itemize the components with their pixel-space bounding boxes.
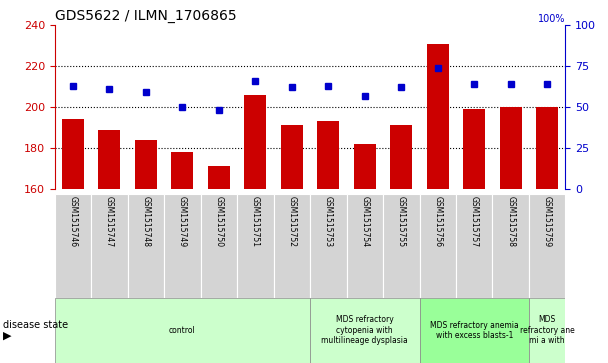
Bar xyxy=(463,109,485,189)
Bar xyxy=(492,194,529,298)
Bar xyxy=(310,298,420,363)
Bar xyxy=(354,144,376,189)
Text: control: control xyxy=(169,326,196,335)
Bar xyxy=(536,107,558,189)
Text: GSM1515759: GSM1515759 xyxy=(543,196,551,248)
Bar xyxy=(420,298,529,363)
Bar xyxy=(62,119,84,189)
Bar xyxy=(164,194,201,298)
Text: GSM1515747: GSM1515747 xyxy=(105,196,114,248)
Bar xyxy=(237,194,274,298)
Bar xyxy=(529,194,565,298)
Text: 100%: 100% xyxy=(538,14,565,24)
Bar xyxy=(529,298,565,363)
Text: MDS
refractory ane
mi a with: MDS refractory ane mi a with xyxy=(520,315,575,345)
Bar xyxy=(171,152,193,189)
Text: GSM1515751: GSM1515751 xyxy=(251,196,260,247)
Text: ▶: ▶ xyxy=(3,331,12,341)
Text: GSM1515746: GSM1515746 xyxy=(69,196,77,248)
Bar xyxy=(135,140,157,189)
Bar xyxy=(383,194,420,298)
Text: GSM1515758: GSM1515758 xyxy=(506,196,515,247)
Text: MDS refractory
cytopenia with
multilineage dysplasia: MDS refractory cytopenia with multilinea… xyxy=(322,315,408,345)
Bar xyxy=(500,107,522,189)
Bar xyxy=(208,166,230,189)
Bar xyxy=(317,121,339,189)
Bar xyxy=(274,194,310,298)
Text: GDS5622 / ILMN_1706865: GDS5622 / ILMN_1706865 xyxy=(55,9,237,23)
Bar xyxy=(427,44,449,189)
Text: GSM1515756: GSM1515756 xyxy=(434,196,442,248)
Bar xyxy=(281,126,303,189)
Text: GSM1515753: GSM1515753 xyxy=(324,196,333,248)
Bar xyxy=(390,126,412,189)
Bar xyxy=(310,194,347,298)
Bar xyxy=(244,95,266,189)
Bar xyxy=(55,298,310,363)
Bar xyxy=(456,194,492,298)
Text: MDS refractory anemia
with excess blasts-1: MDS refractory anemia with excess blasts… xyxy=(430,321,519,340)
Bar xyxy=(347,194,383,298)
Text: GSM1515748: GSM1515748 xyxy=(142,196,150,247)
Bar xyxy=(98,130,120,189)
Text: disease state: disease state xyxy=(3,320,68,330)
Text: GSM1515749: GSM1515749 xyxy=(178,196,187,248)
Text: GSM1515754: GSM1515754 xyxy=(361,196,369,248)
Bar xyxy=(91,194,128,298)
Bar xyxy=(55,194,91,298)
Text: GSM1515750: GSM1515750 xyxy=(215,196,223,248)
Bar xyxy=(420,194,456,298)
Text: GSM1515752: GSM1515752 xyxy=(288,196,296,247)
Bar xyxy=(128,194,164,298)
Text: GSM1515757: GSM1515757 xyxy=(470,196,478,248)
Bar xyxy=(201,194,237,298)
Text: GSM1515755: GSM1515755 xyxy=(397,196,406,248)
